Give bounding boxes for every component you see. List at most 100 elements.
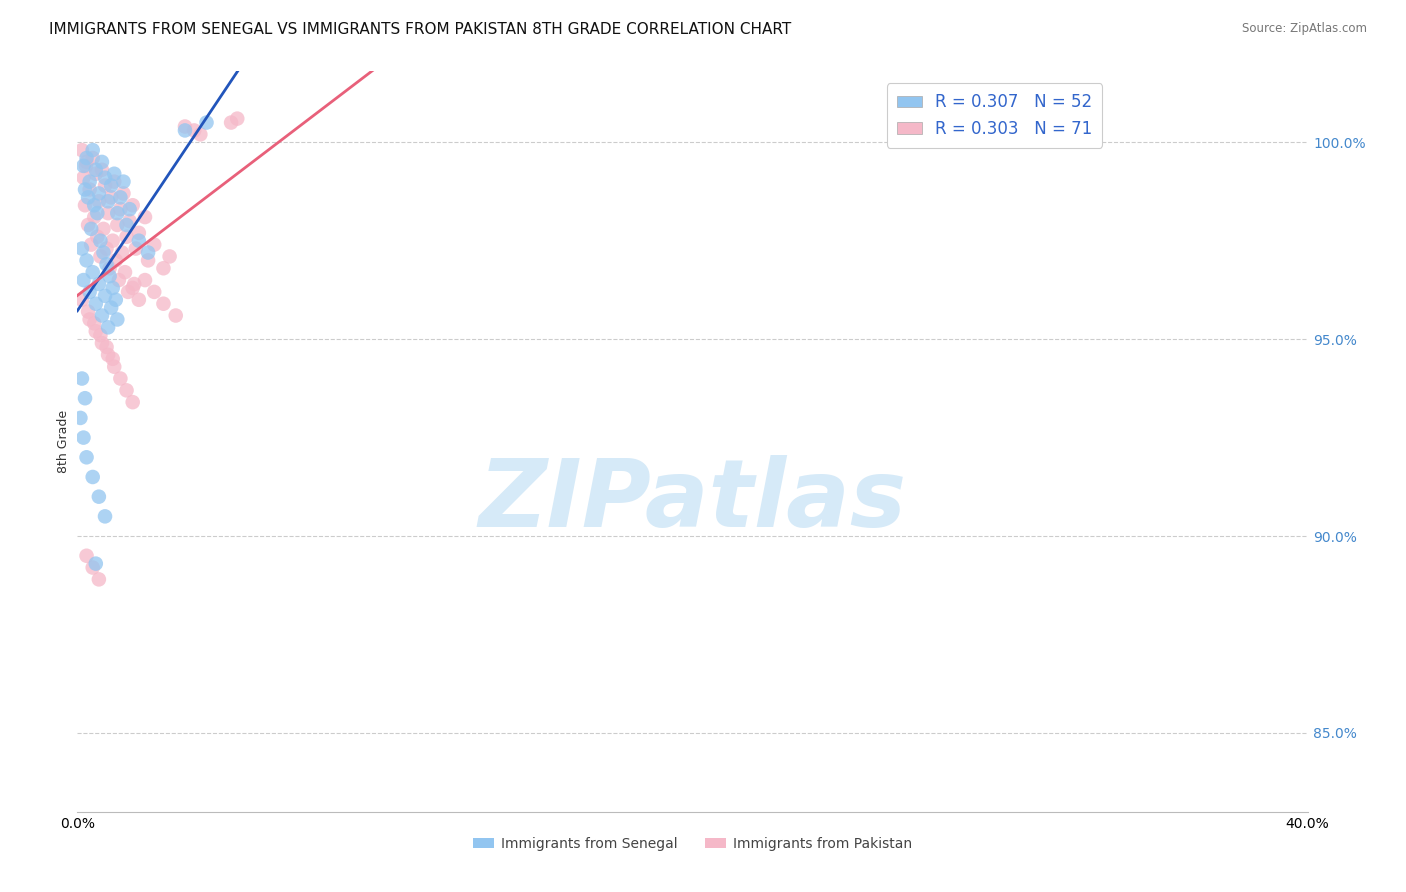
Point <box>84 162 107 177</box>
Point <box>93 222 115 236</box>
Point <box>134 210 156 224</box>
Point <box>87 186 110 201</box>
Point <box>96 257 118 271</box>
Point <box>219 115 242 129</box>
Point <box>143 237 166 252</box>
Point <box>82 265 104 279</box>
Point <box>103 167 125 181</box>
Point <box>82 143 104 157</box>
Point <box>70 293 93 307</box>
Point <box>115 384 138 398</box>
Point <box>108 273 131 287</box>
Point <box>83 198 105 212</box>
Point <box>152 261 174 276</box>
Point <box>121 281 143 295</box>
Point <box>94 170 117 185</box>
Point <box>79 182 101 196</box>
Point <box>98 269 121 284</box>
Point <box>80 237 103 252</box>
Point <box>97 194 120 209</box>
Point <box>73 391 96 405</box>
Point <box>75 159 97 173</box>
Point <box>101 234 124 248</box>
Point <box>70 143 93 157</box>
Point <box>97 348 120 362</box>
Point <box>125 242 148 256</box>
Point <box>128 234 150 248</box>
Point <box>76 549 98 563</box>
Point <box>110 190 132 204</box>
Point <box>136 245 159 260</box>
Point <box>101 351 124 366</box>
Point <box>93 245 115 260</box>
Point <box>118 202 141 217</box>
Point <box>84 167 107 181</box>
Point <box>117 285 139 299</box>
Point <box>100 301 122 315</box>
Point <box>105 206 128 220</box>
Point <box>77 304 100 318</box>
Point <box>87 490 110 504</box>
Point <box>73 182 96 196</box>
Point <box>103 175 125 189</box>
Text: IMMIGRANTS FROM SENEGAL VS IMMIGRANTS FROM PAKISTAN 8TH GRADE CORRELATION CHART: IMMIGRANTS FROM SENEGAL VS IMMIGRANTS FR… <box>49 22 792 37</box>
Point <box>195 115 218 129</box>
Point <box>100 190 122 204</box>
Point <box>188 128 212 142</box>
Point <box>82 470 104 484</box>
Point <box>97 206 120 220</box>
Point <box>134 273 156 287</box>
Point <box>90 162 114 177</box>
Point <box>110 371 132 385</box>
Point <box>72 159 94 173</box>
Point <box>84 296 107 310</box>
Point <box>69 411 91 425</box>
Point <box>159 249 181 263</box>
Point <box>174 123 197 137</box>
Point <box>82 560 104 574</box>
Point <box>83 317 105 331</box>
Point <box>112 175 135 189</box>
Point <box>76 151 98 165</box>
Point <box>76 155 98 169</box>
Point <box>90 336 114 351</box>
Point <box>165 309 187 323</box>
Point <box>80 222 103 236</box>
Point <box>79 312 101 326</box>
Point <box>76 253 98 268</box>
Point <box>110 202 132 217</box>
Point <box>79 175 101 189</box>
Point <box>143 285 166 299</box>
Point <box>174 120 197 134</box>
Point <box>97 320 120 334</box>
Point <box>96 242 118 256</box>
Point <box>70 242 93 256</box>
Point <box>79 285 101 299</box>
Point <box>152 296 174 310</box>
Point <box>104 293 127 307</box>
Point <box>90 309 114 323</box>
Point <box>121 198 143 212</box>
Point <box>70 371 93 385</box>
Point <box>121 395 143 409</box>
Point <box>89 249 111 263</box>
Point <box>82 151 104 165</box>
Point <box>100 178 122 193</box>
Point <box>105 218 128 232</box>
Text: ZIPatlas: ZIPatlas <box>478 455 907 547</box>
Point <box>118 214 141 228</box>
Point <box>87 277 110 291</box>
Point <box>72 170 94 185</box>
Point <box>136 253 159 268</box>
Point <box>128 293 150 307</box>
Point <box>114 265 136 279</box>
Point <box>104 253 127 268</box>
Y-axis label: 8th Grade: 8th Grade <box>58 410 70 473</box>
Point <box>98 261 121 276</box>
Point <box>96 340 118 354</box>
Point <box>87 573 110 587</box>
Point <box>94 289 117 303</box>
Point <box>84 557 107 571</box>
Point <box>86 206 108 220</box>
Point <box>84 324 107 338</box>
